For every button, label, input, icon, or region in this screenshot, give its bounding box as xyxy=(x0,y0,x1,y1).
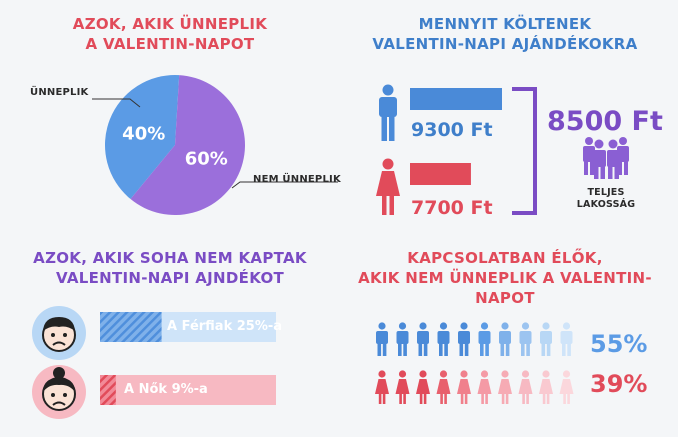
man-icon xyxy=(379,84,397,141)
never-received-title-line2: VALENTIN-NAPI AJNDÉKOT xyxy=(55,269,285,287)
woman-person-icon-4 xyxy=(436,370,451,404)
pie-slice-no xyxy=(130,75,245,215)
women-spending-bar xyxy=(410,163,471,185)
pie-slice-yes xyxy=(105,74,180,200)
men-never-label: A Férfiak 25%-a xyxy=(167,319,283,334)
woman-person-icon-8 xyxy=(518,370,533,404)
never-received-title-line1: AZOK, AKIK SOHA NEM KAPTAK xyxy=(33,249,307,267)
woman-person-icon-7 xyxy=(498,370,512,404)
men-icon-row xyxy=(376,322,573,356)
celebrate-pie-chart: 40% 60% xyxy=(92,74,338,215)
label-leader-yes xyxy=(92,98,141,108)
woman-person-icon-10 xyxy=(559,370,574,404)
women-never-fill xyxy=(100,375,116,405)
relationship-title: KAPCSOLATBAN ÉLŐK, AKIK NEM ÜNNEPLIK A V… xyxy=(340,248,670,308)
man-person-icon-5 xyxy=(458,322,470,356)
men-spending-bar xyxy=(410,88,502,110)
never-received-bars xyxy=(100,312,276,405)
label-leader-no xyxy=(231,181,338,189)
celebrate-title-line2: A VALENTIN-NAPOT xyxy=(85,35,255,53)
total-bracket xyxy=(512,87,537,215)
man-person-icon-1 xyxy=(376,322,388,356)
spending-title-line2: VALENTIN-NAPI AJÁNDÉKOKRA xyxy=(372,35,638,53)
pie-value-label-no: 60% xyxy=(185,148,228,169)
relationship-title-line1: KAPCSOLATBAN ÉLŐK, xyxy=(407,249,603,267)
women-icon-row xyxy=(375,370,574,404)
women-never-label: A Nők 9%-a xyxy=(124,382,208,397)
woman-person-icon-1 xyxy=(375,370,389,404)
group-icon xyxy=(583,137,629,179)
man-person-icon-4 xyxy=(437,322,450,356)
man-person-icon-3 xyxy=(417,322,429,356)
relationship-title-line2: AKIK NEM ÜNNEPLIK A VALENTIN-NAPOT xyxy=(358,269,652,307)
spending-bars xyxy=(410,88,502,185)
sad-woman-face-icon xyxy=(32,365,86,419)
total-label: TELJES LAKOSSÁG xyxy=(568,187,644,211)
man-person-icon-10 xyxy=(560,322,573,356)
woman-person-icon-2 xyxy=(395,370,410,404)
pie-label-no: NEM ÜNNEPLIK xyxy=(253,174,341,185)
man-person-icon-7 xyxy=(499,322,511,356)
pie-value-label-yes: 40% xyxy=(122,124,165,145)
woman-person-icon-5 xyxy=(457,370,471,404)
celebrate-title-line1: AZOK, AKIK ÜNNEPLIK xyxy=(72,15,268,33)
woman-person-icon-9 xyxy=(539,370,553,404)
spending-title-line1: MENNYIT KÖLTENEK xyxy=(418,15,592,33)
man-person-icon-2 xyxy=(396,322,409,356)
sad-man-face-icon xyxy=(32,306,86,360)
pie-label-yes: ÜNNEPLIK xyxy=(30,87,89,98)
man-person-icon-9 xyxy=(540,322,552,356)
men-relationship-pct: 55% xyxy=(590,330,648,358)
total-label-line2: LAKOSSÁG xyxy=(576,199,636,210)
woman-person-icon-6 xyxy=(477,370,492,404)
total-amount: 8500 Ft xyxy=(547,106,663,137)
total-label-line1: TELJES xyxy=(587,187,625,198)
spending-title: MENNYIT KÖLTENEK VALENTIN-NAPI AJÁNDÉKOK… xyxy=(350,14,660,54)
women-never-track xyxy=(100,375,276,405)
men-never-fill xyxy=(100,312,162,342)
celebrate-title: AZOK, AKIK ÜNNEPLIK A VALENTIN-NAPOT xyxy=(40,14,300,54)
woman-person-icon-3 xyxy=(416,370,430,404)
men-amount: 9300 Ft xyxy=(411,119,493,141)
never-received-title: AZOK, AKIK SOHA NEM KAPTAK VALENTIN-NAPI… xyxy=(30,248,310,288)
woman-icon xyxy=(376,158,400,215)
women-relationship-pct: 39% xyxy=(590,370,648,398)
relationship-icon-rows xyxy=(375,322,574,404)
man-person-icon-8 xyxy=(519,322,532,356)
women-amount: 7700 Ft xyxy=(411,197,493,219)
man-person-icon-6 xyxy=(478,322,491,356)
pie-slices: 40% 60% xyxy=(105,74,245,215)
